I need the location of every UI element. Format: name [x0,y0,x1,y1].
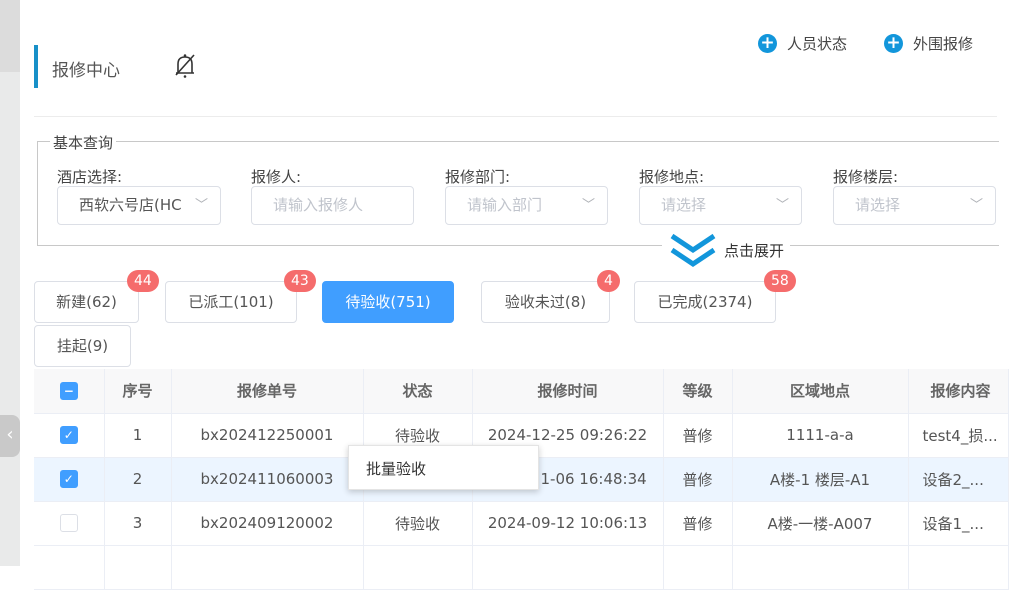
cell-index: 3 [104,501,172,546]
cell-content: 设备1_... [908,501,1009,546]
cell-level: 普修 [663,501,733,546]
row-checkbox[interactable]: ✓ [59,470,78,489]
tab-dispatched[interactable]: 已派工(101) [165,281,297,323]
location-select[interactable]: 请选择 ﹀ [639,186,802,225]
cell-order-no: bx202409120002 [171,501,364,546]
page-title: 报修中心 [52,61,120,81]
select-all-cell[interactable]: − [34,369,105,414]
tab-acceptance-failed[interactable]: 验收未过(8) [481,281,610,323]
cell-status: 待验收 [363,501,473,546]
basic-query-legend: 基本查询 [50,132,117,153]
cell-index: 1 [104,413,172,458]
table-header: − 序号 报修单号 状态 报修时间 等级 区域地点 报修内容 [34,369,1009,414]
floor-select[interactable]: 请选择 ﹀ [833,186,996,225]
hotel-select-value: 西软六号店(HC [79,196,182,214]
cell-location: A楼-1 楼层-A1 [732,457,909,502]
table-row[interactable]: 3 bx202409120002 待验收 2024-09-12 10:06:13… [34,501,1009,546]
plus-circle-icon: + [758,34,777,53]
context-menu: 批量验收 [348,445,539,490]
chevron-down-icon: ﹀ [775,198,789,213]
staff-status-button[interactable]: + 人员状态 [758,34,847,54]
col-location: 区域地点 [732,369,909,414]
reporter-input[interactable]: 请输入报修人 [251,186,414,225]
col-level: 等级 [663,369,733,414]
cell-time: 2024-09-12 10:06:13 [472,501,664,546]
sidebar-strip [0,0,20,72]
reporter-label: 报修人: [251,168,302,186]
location-placeholder: 请选择 [661,196,707,214]
staff-status-label: 人员状态 [787,35,848,53]
badge-acceptance-failed: 4 [597,270,620,292]
tab-suspended[interactable]: 挂起(9) [34,325,131,367]
plus-circle-icon: + [884,34,903,53]
divider [34,116,997,117]
double-chevron-down-icon [670,233,716,268]
collapse-sidebar-button[interactable]: ‹ [0,415,20,457]
chevron-down-icon: ﹀ [194,198,208,213]
tab-pending-acceptance[interactable]: 待验收(751) [322,281,454,323]
chevron-down-icon: ﹀ [969,198,983,213]
tab-completed[interactable]: 已完成(2374) [634,281,776,323]
floor-label: 报修楼层: [833,168,899,186]
chevron-down-icon: ﹀ [581,198,595,213]
row-checkbox[interactable] [59,514,78,533]
col-status: 状态 [363,369,473,414]
sidebar-strip-lower [0,72,20,566]
hotel-label: 酒店选择: [57,168,123,186]
col-content: 报修内容 [908,369,1009,414]
cell-location: A楼-一楼-A007 [732,501,909,546]
chevron-left-icon: ‹ [6,424,14,445]
title-accent-bar [34,45,38,88]
hotel-select[interactable]: 西软六号店(HC ﹀ [57,186,221,225]
expand-toggle[interactable]: 点击展开 [662,232,791,268]
col-order-no: 报修单号 [171,369,364,414]
cell-content: 设备2_... [908,457,1009,502]
cell-location: 1111-a-a [732,413,909,458]
cell-level: 普修 [663,457,733,502]
department-select[interactable]: 请输入部门 ﹀ [445,186,608,225]
badge-new: 44 [127,270,159,292]
row-checkbox[interactable]: ✓ [59,426,78,445]
cell-order-no: bx202412250001 [171,413,364,458]
badge-dispatched: 43 [284,270,316,292]
table-row[interactable] [34,545,1009,590]
department-label: 报修部门: [445,168,511,186]
location-label: 报修地点: [639,168,705,186]
col-time: 报修时间 [472,369,664,414]
expand-label: 点击展开 [724,241,785,260]
badge-completed: 58 [764,270,796,292]
cell-index: 2 [104,457,172,502]
floor-placeholder: 请选择 [855,196,901,214]
batch-accept-menu-item[interactable]: 批量验收 [366,460,427,478]
col-index: 序号 [104,369,172,414]
cell-order-no: bx202411060003 [171,457,364,502]
select-all-checkbox[interactable]: − [59,382,78,400]
tab-new[interactable]: 新建(62) [34,281,139,323]
department-placeholder: 请输入部门 [467,196,543,214]
cell-content: test4_损... [908,413,1009,458]
cell-level: 普修 [663,413,733,458]
external-repair-button[interactable]: + 外围报修 [884,34,973,54]
bell-off-icon[interactable] [172,52,198,84]
external-repair-label: 外围报修 [913,35,974,53]
basic-query-panel [37,141,999,246]
